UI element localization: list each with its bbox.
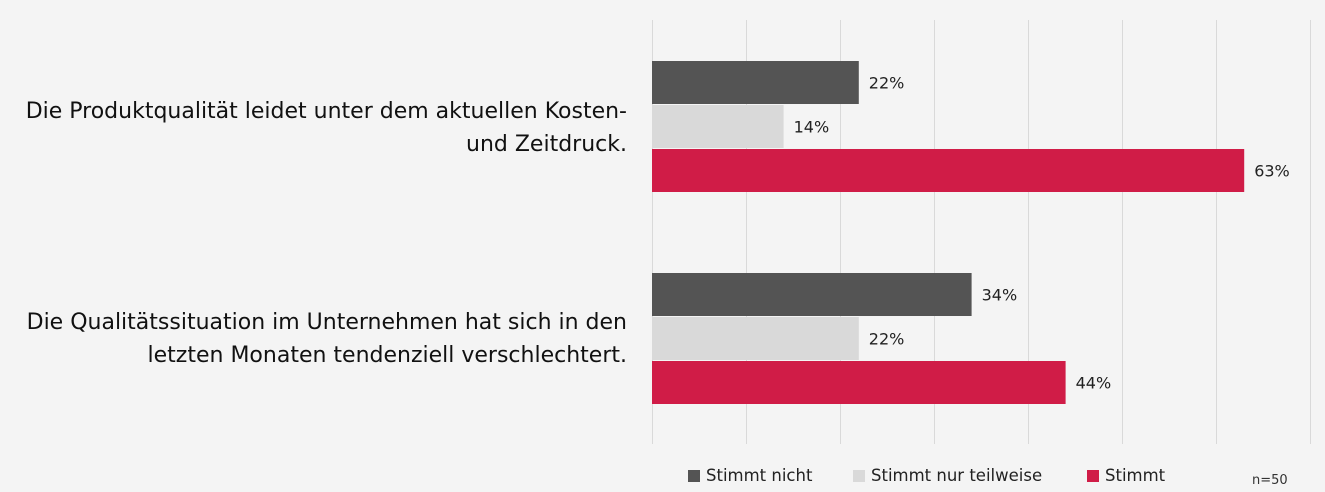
data-label-cat2-series2: 22%	[869, 330, 905, 349]
data-label-cat1-series3: 63%	[1254, 162, 1290, 181]
legend-label-stimmt-nicht: Stimmt nicht	[706, 466, 813, 485]
bar-cat2-series2	[652, 317, 859, 360]
data-labels: 22% 14% 63% 34% 22% 44%	[794, 74, 1290, 393]
data-label-cat2-series1: 34%	[982, 286, 1018, 305]
category-label-1-line-1: Die Produktqualität leidet unter dem akt…	[25, 99, 627, 124]
data-label-cat1-series2: 14%	[794, 118, 830, 137]
category-label-2-line-1: Die Qualitätssituation im Unternehmen ha…	[26, 310, 627, 335]
category-label-2-line-2: letzten Monaten tendenziell verschlechte…	[147, 343, 627, 368]
bars	[652, 61, 1245, 404]
legend-swatch-stimmt	[1087, 469, 1099, 482]
legend-item-stimmt: Stimmt	[1087, 466, 1165, 485]
legend-swatch-stimmt-nicht	[688, 469, 700, 482]
bar-cat1-series3	[652, 149, 1245, 192]
category-label-1: Die Produktqualität leidet unter dem akt…	[0, 95, 627, 161]
legend: Stimmt nicht Stimmt nur teilweise Stimmt	[0, 466, 1325, 490]
category-label-1-line-2: und Zeitdruck.	[466, 132, 627, 157]
bar-cat1-series2	[652, 105, 784, 148]
legend-swatch-stimmt-nur-teilweise	[853, 469, 865, 482]
bar-cat2-series1	[652, 273, 972, 316]
category-label-2: Die Qualitätssituation im Unternehmen ha…	[0, 306, 627, 372]
data-label-cat2-series3: 44%	[1076, 374, 1112, 393]
sample-size-note: n=50	[1252, 473, 1288, 488]
bar-cat1-series1	[652, 61, 859, 104]
legend-label-stimmt-nur-teilweise: Stimmt nur teilweise	[871, 466, 1043, 485]
legend-item-stimmt-nur-teilweise: Stimmt nur teilweise	[853, 466, 1042, 485]
bar-cat2-series3	[652, 361, 1066, 404]
data-label-cat1-series1: 22%	[869, 74, 905, 93]
legend-item-stimmt-nicht: Stimmt nicht	[688, 466, 812, 485]
legend-label-stimmt: Stimmt	[1105, 466, 1166, 485]
